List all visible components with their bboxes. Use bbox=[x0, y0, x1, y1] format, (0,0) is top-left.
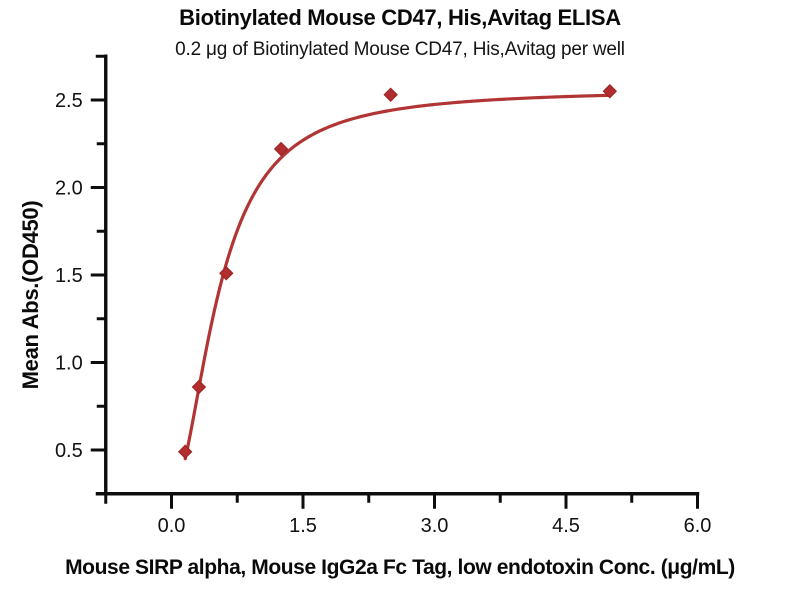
x-tick-label: 3.0 bbox=[421, 515, 449, 537]
x-axis-title: Mouse SIRP alpha, Mouse IgG2a Fc Tag, lo… bbox=[65, 556, 735, 579]
x-tick-label: 0.0 bbox=[158, 515, 186, 537]
y-tick-label: 1.0 bbox=[55, 353, 83, 375]
x-tick-label: 6.0 bbox=[684, 515, 712, 537]
data-point-marker bbox=[602, 84, 618, 99]
chart-title: Biotinylated Mouse CD47, His,Avitag ELIS… bbox=[179, 5, 621, 30]
y-tick-label: 0.5 bbox=[55, 440, 83, 462]
y-tick-label: 1.5 bbox=[55, 265, 83, 287]
data-point-marker bbox=[191, 379, 207, 395]
data-point-marker bbox=[273, 141, 289, 157]
y-tick-label: 2.5 bbox=[55, 90, 83, 112]
y-tick-label: 2.0 bbox=[55, 178, 83, 200]
data-point-marker bbox=[219, 266, 234, 281]
data-point-marker bbox=[177, 444, 193, 459]
x-tick-label: 1.5 bbox=[289, 515, 317, 537]
data-point-marker bbox=[383, 87, 398, 102]
fit-curve-line bbox=[183, 93, 612, 461]
chart-subtitle: 0.2 μg of Biotinylated Mouse CD47, His,A… bbox=[175, 39, 625, 60]
x-tick-label: 4.5 bbox=[552, 515, 580, 537]
